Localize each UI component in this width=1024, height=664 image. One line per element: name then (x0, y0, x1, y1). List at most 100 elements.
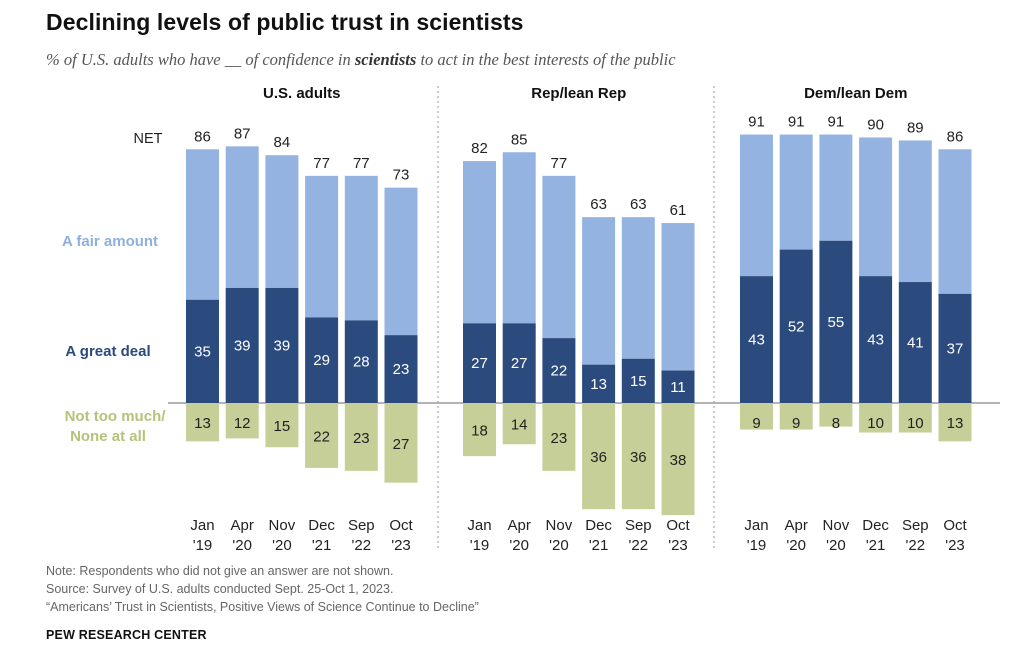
bar-not-too-much (305, 403, 339, 468)
not-too-much-value-label: 10 (907, 415, 924, 432)
panel-title: Rep/lean Rep (531, 85, 626, 102)
bar-fair-amount (859, 137, 893, 277)
great-deal-value-label: 52 (788, 318, 805, 335)
x-tick-month: Oct (666, 517, 690, 534)
not-too-much-value-label: 13 (194, 415, 211, 432)
bar-not-too-much (502, 403, 536, 445)
row-label-none-at-all: None at all (70, 428, 146, 445)
x-tick-year: '20 (509, 537, 529, 554)
x-tick-year: '19 (193, 537, 213, 554)
bar-not-too-much (344, 403, 378, 471)
bar-fair-amount (898, 140, 932, 283)
great-deal-value-label: 37 (947, 340, 964, 357)
not-too-much-value-label: 22 (313, 428, 330, 445)
bar-not-too-much (938, 403, 972, 442)
x-tick-month: Sep (348, 517, 375, 534)
net-value-label: 77 (353, 155, 370, 172)
x-tick-month: Sep (902, 517, 929, 534)
bar-fair-amount (265, 155, 299, 288)
bar-not-too-much (779, 403, 813, 430)
not-too-much-value-label: 18 (471, 423, 488, 440)
not-too-much-value-label: 15 (274, 418, 291, 435)
not-too-much-value-label: 9 (792, 415, 800, 432)
great-deal-value-label: 29 (313, 352, 330, 369)
great-deal-value-label: 27 (471, 355, 488, 372)
bar-great-deal (819, 240, 853, 403)
x-tick-year: '19 (470, 537, 490, 554)
bar-great-deal (859, 276, 893, 403)
not-too-much-value-label: 27 (393, 436, 410, 453)
x-tick-month: Nov (546, 517, 573, 534)
great-deal-value-label: 43 (867, 332, 884, 349)
x-tick-month: Dec (585, 517, 612, 534)
net-value-label: 63 (590, 196, 607, 213)
x-tick-year: '22 (629, 537, 649, 554)
not-too-much-value-label: 23 (353, 430, 370, 447)
x-tick-month: Jan (744, 517, 768, 534)
panel-title: U.S. adults (263, 85, 341, 102)
great-deal-value-label: 27 (511, 355, 528, 372)
x-tick-year: '23 (945, 537, 965, 554)
net-value-label: 86 (947, 128, 964, 145)
not-too-much-value-label: 36 (630, 449, 647, 466)
x-tick-year: '19 (747, 537, 767, 554)
bar-great-deal (225, 287, 259, 403)
subtitle-emphasis: scientists (354, 50, 417, 69)
bar-fair-amount (819, 134, 853, 241)
not-too-much-value-label: 10 (867, 415, 884, 432)
bar-fair-amount (779, 134, 813, 250)
net-value-label: 86 (194, 128, 211, 145)
net-value-label: 91 (788, 114, 805, 131)
net-value-label: 73 (393, 167, 410, 184)
net-value-label: 82 (471, 140, 488, 157)
x-tick-year: '20 (549, 537, 569, 554)
bar-great-deal (779, 249, 813, 403)
great-deal-value-label: 28 (353, 354, 370, 371)
bar-fair-amount (621, 217, 655, 359)
not-too-much-value-label: 14 (511, 417, 528, 434)
bar-great-deal (463, 323, 496, 403)
x-tick-month: Nov (269, 517, 296, 534)
x-tick-month: Dec (862, 517, 889, 534)
chart-title: Declining levels of public trust in scie… (46, 9, 524, 35)
bar-fair-amount (186, 149, 219, 300)
x-tick-year: '20 (272, 537, 292, 554)
x-tick-year: '21 (312, 537, 332, 554)
great-deal-value-label: 41 (907, 335, 924, 352)
great-deal-value-label: 55 (828, 314, 845, 331)
bar-great-deal (740, 276, 773, 403)
bar-not-too-much (661, 403, 695, 516)
bar-fair-amount (344, 175, 378, 321)
bar-fair-amount (463, 161, 496, 324)
bar-great-deal (384, 335, 418, 403)
bar-great-deal (344, 320, 378, 403)
not-too-much-value-label: 8 (832, 415, 840, 432)
x-tick-year: '23 (668, 537, 688, 554)
bar-great-deal (938, 293, 972, 403)
source-text: Source: Survey of U.S. adults conducted … (46, 582, 394, 596)
net-value-label: 61 (670, 202, 687, 219)
bar-great-deal (305, 317, 339, 403)
net-value-label: 91 (748, 114, 765, 131)
bar-great-deal (186, 299, 219, 403)
bar-not-too-much (186, 403, 219, 442)
bar-great-deal (898, 282, 932, 403)
great-deal-value-label: 13 (590, 376, 607, 393)
row-label-net: NET (134, 131, 163, 147)
net-value-label: 87 (234, 125, 251, 142)
bar-fair-amount (582, 217, 616, 365)
x-tick-month: Oct (389, 517, 413, 534)
great-deal-value-label: 23 (393, 361, 410, 378)
x-tick-month: Dec (308, 517, 335, 534)
bar-fair-amount (225, 146, 259, 288)
note-text: Note: Respondents who did not give an an… (46, 564, 394, 578)
net-value-label: 77 (313, 155, 330, 172)
x-tick-year: '20 (826, 537, 846, 554)
row-label-great-deal: A great deal (65, 343, 150, 360)
bar-fair-amount (384, 187, 418, 336)
x-tick-year: '22 (906, 537, 926, 554)
x-tick-month: Jan (190, 517, 214, 534)
bar-great-deal (621, 358, 655, 403)
net-value-label: 90 (867, 117, 884, 134)
